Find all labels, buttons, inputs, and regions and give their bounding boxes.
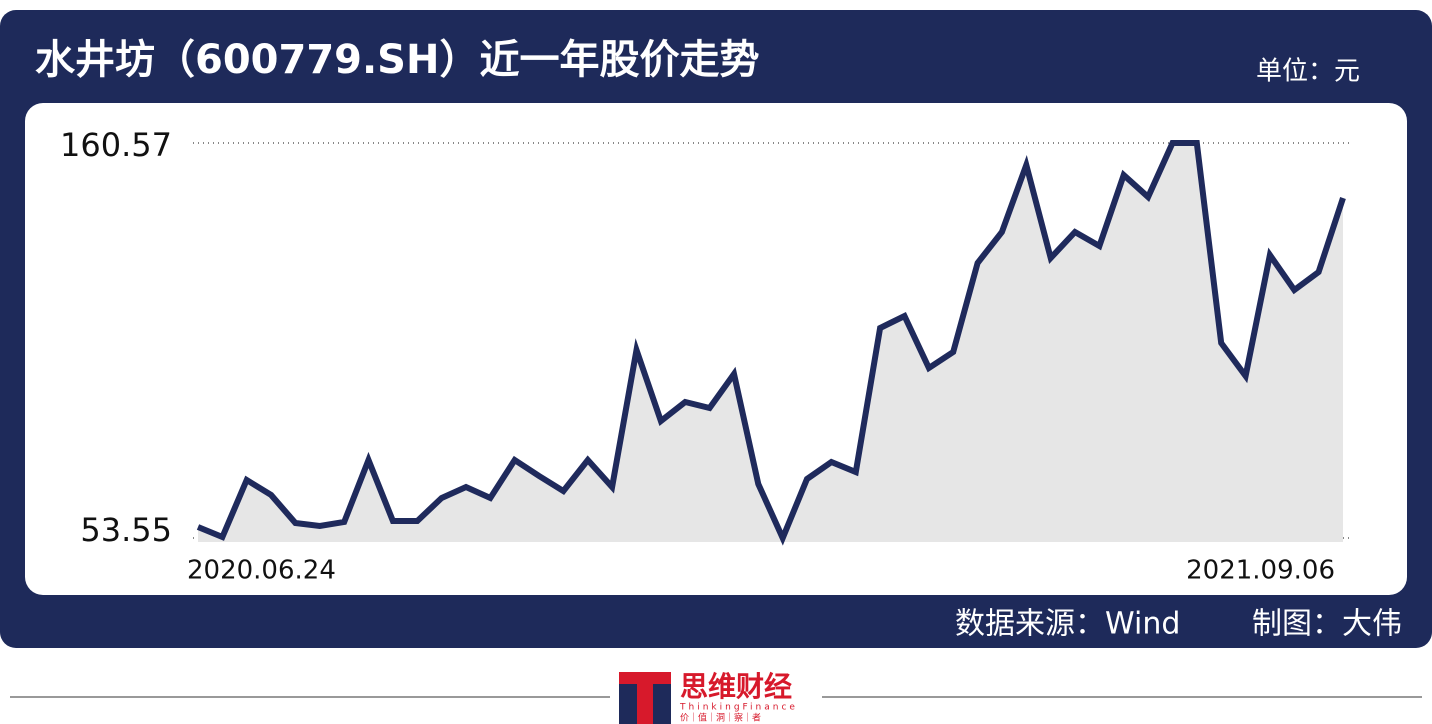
x-tick-label: 2020.06.24: [187, 556, 336, 586]
logo-mark: [637, 684, 653, 724]
frame-cut: [1130, 0, 1432, 10]
logo-slogan: 价｜值｜洞｜察｜者: [680, 712, 761, 724]
source: 数据来源：Wind: [955, 607, 1180, 642]
y-tick-label: 53.55: [80, 511, 172, 549]
line: [196, 140, 1346, 546]
x-tick-label: 2021.09.06: [1186, 556, 1335, 586]
logo-mark: [619, 672, 671, 684]
unit-label: 单位：元: [1256, 57, 1360, 87]
y-tick-label: 160.57: [60, 126, 172, 164]
logo: 思维财经 ThinkingFinance 价｜值｜洞｜察｜者: [619, 670, 798, 724]
author: 制图：大伟: [1252, 607, 1402, 642]
logo-name: 思维财经: [680, 670, 792, 703]
logo-english: ThinkingFinance: [679, 703, 798, 713]
area: [198, 143, 1343, 542]
chart-title: 水井坊（600779.SH）近一年股价走势: [35, 37, 759, 83]
